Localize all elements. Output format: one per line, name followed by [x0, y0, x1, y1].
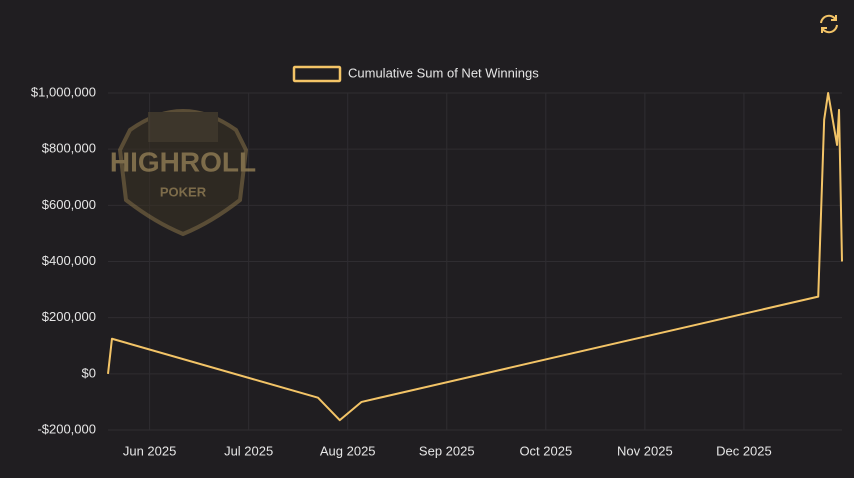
x-tick-label: Sep 2025 [419, 443, 475, 458]
y-tick-label: $800,000 [42, 141, 96, 156]
legend-swatch [292, 65, 342, 83]
logo-subtitle: POKER [160, 184, 207, 199]
refresh-arc [821, 24, 838, 34]
legend-label: Cumulative Sum of Net Winnings [348, 65, 539, 80]
y-tick-label: $1,000,000 [31, 84, 96, 99]
y-tick-label: $200,000 [42, 309, 96, 324]
refresh-arc [820, 14, 837, 24]
x-tick-label: Aug 2025 [320, 443, 376, 458]
y-tick-label: $600,000 [42, 197, 96, 212]
x-tick-label: Jul 2025 [224, 443, 273, 458]
y-tick-label: $0 [82, 365, 96, 380]
x-tick-label: Oct 2025 [519, 443, 572, 458]
x-tick-label: Nov 2025 [617, 443, 673, 458]
y-tick-label: $400,000 [42, 253, 96, 268]
line [107, 92, 843, 422]
logo: HIGHROLL POKER [110, 109, 256, 237]
refresh-button[interactable] [820, 14, 838, 34]
x-tick-label: Dec 2025 [716, 443, 772, 458]
y-tick-label: -$200,000 [37, 421, 96, 436]
x-tick-label: Jun 2025 [123, 443, 177, 458]
logo-cards [148, 112, 218, 142]
logo-title: HIGHROLL [110, 146, 256, 177]
refresh-arrow [821, 27, 827, 33]
refresh-arrow [831, 15, 837, 21]
